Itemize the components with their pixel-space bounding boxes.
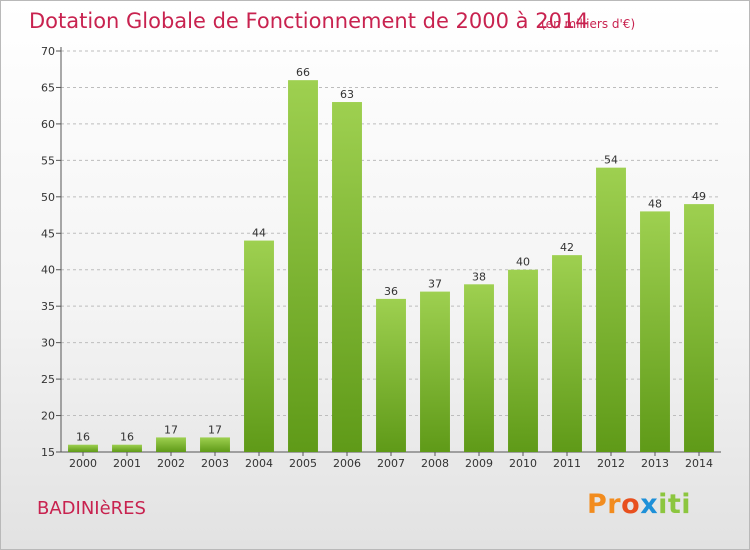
logo-letter: i bbox=[658, 489, 668, 520]
bar bbox=[288, 80, 318, 452]
bar-value-label: 17 bbox=[164, 423, 178, 436]
bar-value-label: 44 bbox=[252, 227, 266, 240]
chart-title: Dotation Globale de Fonctionnement de 20… bbox=[29, 9, 589, 33]
bar bbox=[552, 255, 582, 452]
bar bbox=[376, 298, 406, 452]
bars bbox=[68, 80, 714, 452]
bar-value-label: 42 bbox=[560, 241, 574, 254]
y-tick-label: 50 bbox=[41, 191, 55, 204]
bar bbox=[464, 284, 494, 452]
bar-value-label: 63 bbox=[340, 88, 354, 101]
bar bbox=[332, 102, 362, 452]
data-labels: 16 16 17 17 44 66 63 36 37 38 40 42 54 48 49 bbox=[76, 66, 706, 444]
axes: 15 20 25 30 35 40 45 50 55 60 65 70 2000 2001 2002 2003… bbox=[41, 45, 721, 470]
logo-letter: i bbox=[681, 489, 692, 520]
y-tick-label: 40 bbox=[41, 264, 55, 277]
x-tick-label: 2001 bbox=[113, 457, 141, 470]
y-tick-label: 35 bbox=[41, 300, 55, 313]
bar bbox=[68, 444, 98, 452]
bar bbox=[596, 167, 626, 452]
x-tick-label: 2008 bbox=[421, 457, 449, 470]
bar bbox=[156, 437, 186, 452]
y-tick-label: 60 bbox=[41, 118, 55, 131]
bar-value-label: 16 bbox=[120, 431, 134, 444]
x-tick-label: 2004 bbox=[245, 457, 273, 470]
y-tick-label: 25 bbox=[41, 373, 55, 386]
y-tick-label: 45 bbox=[41, 227, 55, 240]
bar-value-label: 37 bbox=[428, 278, 442, 291]
bar-value-label: 17 bbox=[208, 423, 222, 436]
y-tick-label: 15 bbox=[41, 446, 55, 459]
bar-value-label: 16 bbox=[76, 431, 90, 444]
x-tick-label: 2013 bbox=[641, 457, 669, 470]
x-tick-label: 2007 bbox=[377, 457, 405, 470]
bar bbox=[508, 269, 538, 452]
bar bbox=[244, 240, 274, 452]
bar-value-label: 40 bbox=[516, 256, 530, 269]
y-tick-label: 20 bbox=[41, 410, 55, 423]
bar bbox=[420, 291, 450, 452]
x-tick-label: 2000 bbox=[69, 457, 97, 470]
x-tick-label: 2011 bbox=[553, 457, 581, 470]
y-tick-label: 55 bbox=[41, 154, 55, 167]
x-tick-label: 2012 bbox=[597, 457, 625, 470]
x-tick-label: 2010 bbox=[509, 457, 537, 470]
x-tick-label: 2014 bbox=[685, 457, 713, 470]
x-tick-label: 2006 bbox=[333, 457, 361, 470]
chart-subtitle: (en milliers d'€) bbox=[541, 17, 636, 31]
y-tick-label: 70 bbox=[41, 45, 55, 58]
bar-value-label: 36 bbox=[384, 285, 398, 298]
logo-letter: P bbox=[587, 489, 608, 520]
logo-letter: o bbox=[621, 489, 641, 520]
x-tick-label: 2003 bbox=[201, 457, 229, 470]
bar bbox=[640, 211, 670, 452]
bar-value-label: 66 bbox=[296, 66, 310, 79]
bar-value-label: 54 bbox=[604, 154, 618, 167]
y-tick-label: 30 bbox=[41, 337, 55, 350]
logo-letter: r bbox=[607, 489, 622, 520]
proxiti-logo: Proxiti bbox=[587, 489, 691, 520]
logo-letter: t bbox=[667, 489, 682, 520]
bar-value-label: 38 bbox=[472, 270, 486, 283]
bar-value-label: 49 bbox=[692, 190, 706, 203]
x-tick-label: 2005 bbox=[289, 457, 317, 470]
bar bbox=[200, 437, 230, 452]
bar bbox=[112, 444, 142, 452]
bar bbox=[684, 204, 714, 452]
bar-value-label: 48 bbox=[648, 197, 662, 210]
x-tick-label: 2009 bbox=[465, 457, 493, 470]
y-tick-label: 65 bbox=[41, 81, 55, 94]
commune-name: BADINIèRES bbox=[37, 498, 146, 519]
logo-letter: x bbox=[640, 489, 659, 520]
x-tick-label: 2002 bbox=[157, 457, 185, 470]
